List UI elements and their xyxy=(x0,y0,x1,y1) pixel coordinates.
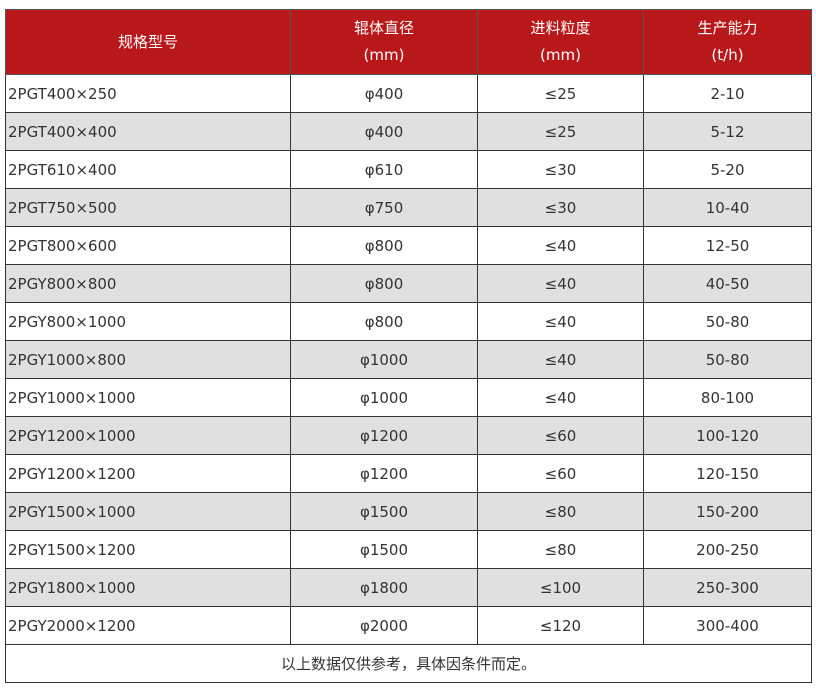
table-row: 2PGY2000×1200 φ2000 ≤120 300-400 xyxy=(5,606,812,645)
cell-feed-size: ≤100 xyxy=(477,568,644,607)
cell-capacity: 250-300 xyxy=(643,568,812,607)
cell-model: 2PGY1000×800 xyxy=(5,340,291,379)
cell-feed-size: ≤40 xyxy=(477,226,644,265)
cell-roller-diameter: φ750 xyxy=(290,188,478,227)
table-row: 2PGY1000×1000 φ1000 ≤40 80-100 xyxy=(5,378,812,417)
table-row: 2PGT400×250 φ400 ≤25 2-10 xyxy=(5,74,812,113)
cell-model: 2PGY1200×1200 xyxy=(5,454,291,493)
cell-roller-diameter: φ1500 xyxy=(290,530,478,569)
table-row: 2PGT610×400 φ610 ≤30 5-20 xyxy=(5,150,812,189)
cell-model: 2PGT610×400 xyxy=(5,150,291,189)
cell-capacity: 80-100 xyxy=(643,378,812,417)
cell-model: 2PGT750×500 xyxy=(5,188,291,227)
header-roller-label: 辊体直径 xyxy=(353,19,414,37)
cell-model: 2PGY1800×1000 xyxy=(5,568,291,607)
header-feed-size: 进料粒度 (mm) xyxy=(477,9,644,75)
cell-roller-diameter: φ610 xyxy=(290,150,478,189)
cell-roller-diameter: φ1800 xyxy=(290,568,478,607)
cell-capacity: 300-400 xyxy=(643,606,812,645)
cell-roller-diameter: φ1200 xyxy=(290,416,478,455)
cell-capacity: 10-40 xyxy=(643,188,812,227)
cell-roller-diameter: φ400 xyxy=(290,112,478,151)
header-roller-unit: (mm) xyxy=(363,46,405,64)
cell-feed-size: ≤60 xyxy=(477,454,644,493)
footer-row: 以上数据仅供参考，具体因条件而定。 xyxy=(5,644,812,683)
table-row: 2PGT750×500 φ750 ≤30 10-40 xyxy=(5,188,812,227)
header-row: 规格型号 辊体直径 (mm) 进料粒度 (mm) 生产能力 (t/h) xyxy=(5,9,812,75)
cell-model: 2PGY1500×1000 xyxy=(5,492,291,531)
cell-model: 2PGY2000×1200 xyxy=(5,606,291,645)
header-capacity-label: 生产能力 xyxy=(697,19,758,37)
cell-feed-size: ≤30 xyxy=(477,188,644,227)
cell-capacity: 50-80 xyxy=(643,340,812,379)
cell-capacity: 12-50 xyxy=(643,226,812,265)
cell-capacity: 5-12 xyxy=(643,112,812,151)
header-feed-label: 进料粒度 xyxy=(530,19,591,37)
table-row: 2PGY800×800 φ800 ≤40 40-50 xyxy=(5,264,812,303)
cell-roller-diameter: φ1000 xyxy=(290,340,478,379)
cell-feed-size: ≤120 xyxy=(477,606,644,645)
cell-feed-size: ≤80 xyxy=(477,492,644,531)
cell-roller-diameter: φ2000 xyxy=(290,606,478,645)
table-row: 2PGY1500×1000 φ1500 ≤80 150-200 xyxy=(5,492,812,531)
table-row: 2PGY800×1000 φ800 ≤40 50-80 xyxy=(5,302,812,341)
cell-feed-size: ≤40 xyxy=(477,340,644,379)
table-row: 2PGY1000×800 φ1000 ≤40 50-80 xyxy=(5,340,812,379)
cell-capacity: 50-80 xyxy=(643,302,812,341)
header-feed-unit: (mm) xyxy=(540,46,581,64)
cell-feed-size: ≤60 xyxy=(477,416,644,455)
cell-model: 2PGT800×600 xyxy=(5,226,291,265)
cell-roller-diameter: φ1200 xyxy=(290,454,478,493)
cell-model: 2PGY1200×1000 xyxy=(5,416,291,455)
cell-model: 2PGY800×800 xyxy=(5,264,291,303)
cell-roller-diameter: φ800 xyxy=(290,302,478,341)
table-row: 2PGY1800×1000 φ1800 ≤100 250-300 xyxy=(5,568,812,607)
cell-feed-size: ≤25 xyxy=(477,74,644,113)
cell-feed-size: ≤25 xyxy=(477,112,644,151)
spec-table: 规格型号 辊体直径 (mm) 进料粒度 (mm) 生产能力 (t/h) 2PGT400… xyxy=(5,9,812,683)
cell-roller-diameter: φ1000 xyxy=(290,378,478,417)
cell-roller-diameter: φ1500 xyxy=(290,492,478,531)
cell-model: 2PGY1500×1200 xyxy=(5,530,291,569)
header-roller-diameter: 辊体直径 (mm) xyxy=(290,9,478,75)
cell-feed-size: ≤40 xyxy=(477,378,644,417)
table-row: 2PGT800×600 φ800 ≤40 12-50 xyxy=(5,226,812,265)
cell-capacity: 40-50 xyxy=(643,264,812,303)
cell-model: 2PGY1000×1000 xyxy=(5,378,291,417)
footer-note: 以上数据仅供参考，具体因条件而定。 xyxy=(5,644,812,683)
cell-model: 2PGT400×400 xyxy=(5,112,291,151)
cell-feed-size: ≤30 xyxy=(477,150,644,189)
header-capacity-unit: (t/h) xyxy=(711,46,744,64)
cell-roller-diameter: φ800 xyxy=(290,226,478,265)
cell-feed-size: ≤40 xyxy=(477,264,644,303)
table-row: 2PGY1200×1000 φ1200 ≤60 100-120 xyxy=(5,416,812,455)
header-model: 规格型号 xyxy=(5,9,291,75)
cell-capacity: 150-200 xyxy=(643,492,812,531)
cell-feed-size: ≤40 xyxy=(477,302,644,341)
cell-feed-size: ≤80 xyxy=(477,530,644,569)
table-row: 2PGY1200×1200 φ1200 ≤60 120-150 xyxy=(5,454,812,493)
table-row: 2PGY1500×1200 φ1500 ≤80 200-250 xyxy=(5,530,812,569)
cell-capacity: 120-150 xyxy=(643,454,812,493)
cell-capacity: 5-20 xyxy=(643,150,812,189)
cell-model: 2PGT400×250 xyxy=(5,74,291,113)
cell-capacity: 2-10 xyxy=(643,74,812,113)
cell-capacity: 200-250 xyxy=(643,530,812,569)
table-row: 2PGT400×400 φ400 ≤25 5-12 xyxy=(5,112,812,151)
cell-model: 2PGY800×1000 xyxy=(5,302,291,341)
header-capacity: 生产能力 (t/h) xyxy=(643,9,812,75)
cell-roller-diameter: φ400 xyxy=(290,74,478,113)
cell-roller-diameter: φ800 xyxy=(290,264,478,303)
cell-capacity: 100-120 xyxy=(643,416,812,455)
